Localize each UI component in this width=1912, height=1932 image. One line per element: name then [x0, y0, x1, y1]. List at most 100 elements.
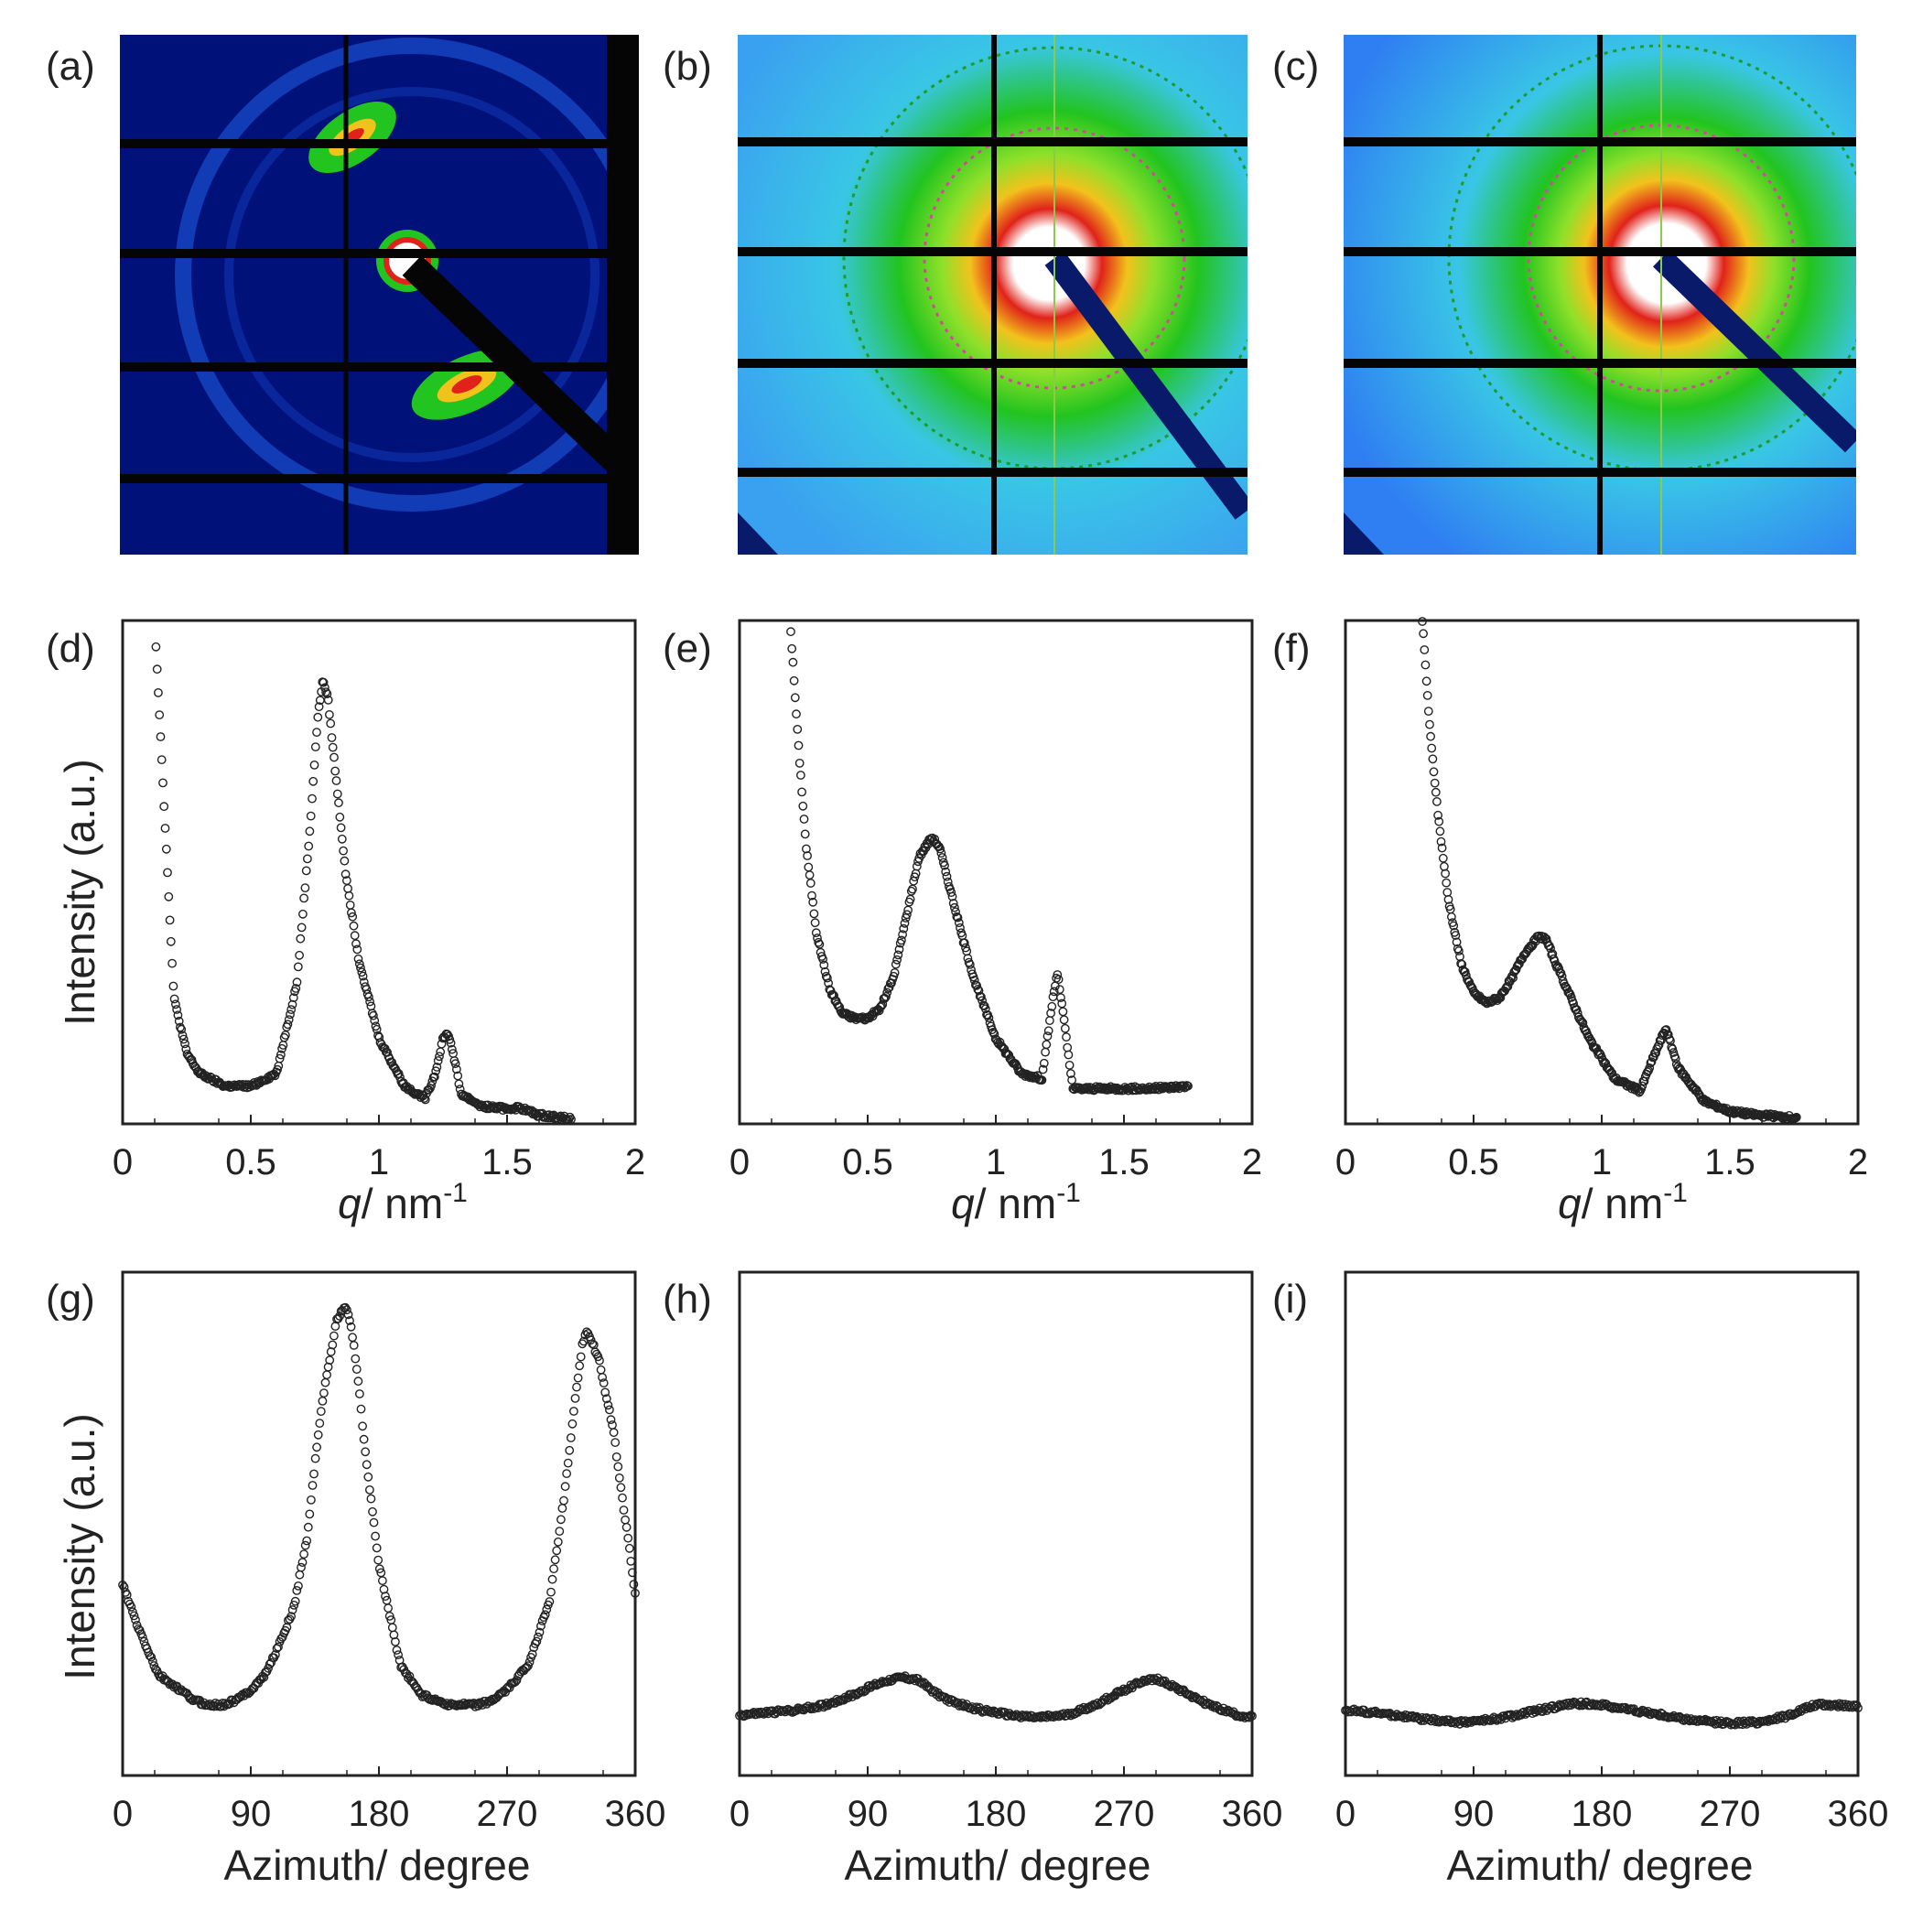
data-point-g: [292, 1586, 302, 1595]
xtick-label-h: 360: [1222, 1794, 1283, 1834]
data-point-g: [361, 1447, 371, 1457]
data-point-g: [341, 1305, 351, 1315]
xtick-label-e: 2: [1242, 1142, 1262, 1182]
data-point-g: [366, 1494, 376, 1504]
data-point-f: [1442, 878, 1452, 888]
data-point-g: [131, 1615, 140, 1624]
data-point-g: [381, 1592, 390, 1602]
data-point-e: [882, 988, 892, 998]
data-point-g: [335, 1311, 344, 1321]
data-point-d: [165, 915, 175, 925]
data-point-i: [1745, 1716, 1755, 1726]
plot-h: 0 90 180 270 360: [729, 1270, 1283, 1834]
data-point-e: [1058, 1007, 1068, 1017]
data-point-g: [346, 1322, 356, 1332]
data-point-d: [178, 1034, 189, 1044]
data-point-g: [160, 1675, 170, 1684]
data-point-g: [596, 1365, 606, 1375]
data-point-e: [1053, 975, 1064, 985]
data-point-f: [1443, 895, 1453, 904]
xlabel-e-unit: / nm: [975, 1180, 1056, 1227]
xtick-label-g: 270: [477, 1794, 538, 1834]
xtick-label-f: 0: [1335, 1142, 1356, 1182]
data-point-e: [1060, 1023, 1070, 1033]
data-point-g: [300, 1540, 310, 1550]
data-point-d: [295, 950, 304, 960]
xtick-label-d: 1.5: [481, 1142, 533, 1182]
data-point-d: [356, 963, 365, 973]
data-point-i: [1510, 1711, 1520, 1722]
data-point-e: [1038, 1064, 1048, 1074]
plot-frame-f: [1344, 619, 1860, 1126]
data-point-g: [624, 1543, 634, 1553]
data-point-e: [956, 923, 965, 933]
data-point-d: [158, 778, 167, 788]
data-point-g: [575, 1361, 585, 1371]
data-point-g: [504, 1683, 514, 1693]
data-point-g: [569, 1407, 578, 1416]
data-point-g: [354, 1389, 364, 1398]
data-point-d: [152, 664, 162, 675]
data-point-e: [893, 950, 903, 960]
data-point-g: [303, 1522, 313, 1532]
data-point-e: [1026, 1071, 1036, 1081]
data-point-d: [166, 936, 176, 946]
data-point-d: [172, 1005, 182, 1014]
data-point-d: [432, 1063, 442, 1072]
data-point-g: [601, 1394, 611, 1404]
data-point-d: [351, 939, 361, 949]
data-point-d: [178, 1031, 188, 1041]
data-point-e: [794, 740, 804, 750]
data-point-f: [1430, 778, 1440, 788]
data-point-g: [616, 1483, 626, 1493]
data-point-d: [567, 1115, 576, 1124]
xlabel-f: q/ nm-1: [1558, 1178, 1688, 1227]
data-point-d: [424, 1085, 434, 1095]
data-point-d: [164, 891, 174, 901]
data-point-f: [1572, 1009, 1583, 1018]
data-point-d: [335, 812, 345, 822]
data-point-f: [1501, 984, 1511, 994]
data-point-e: [805, 879, 816, 888]
data-point-g: [383, 1603, 393, 1614]
data-point-g: [527, 1649, 537, 1659]
data-point-d: [366, 1001, 376, 1011]
data-point-d: [427, 1076, 437, 1086]
data-point-g: [570, 1394, 580, 1403]
data-point-g: [348, 1333, 357, 1343]
data-point-e: [819, 960, 829, 970]
data-point-g: [549, 1564, 558, 1574]
data-point-g: [351, 1365, 362, 1375]
data-point-e: [984, 1013, 994, 1023]
data-point-d: [435, 1052, 444, 1062]
data-point-d: [365, 997, 374, 1007]
data-point-d: [454, 1079, 464, 1089]
data-point-f: [1418, 617, 1427, 626]
data-point-g: [369, 1517, 379, 1527]
data-point-g: [329, 1331, 339, 1341]
data-point-g: [606, 1415, 616, 1425]
data-point-d: [348, 912, 358, 922]
data-point-e: [903, 905, 913, 915]
data-point-e: [948, 899, 958, 908]
data-point-g: [545, 1597, 555, 1606]
data-point-d: [327, 733, 337, 742]
data-point-g: [430, 1694, 440, 1704]
data-point-g: [572, 1382, 581, 1392]
xtick-label-g: 360: [605, 1794, 666, 1834]
data-point-d: [560, 1114, 570, 1124]
plot-g: 0 90 180 270 360: [113, 1270, 666, 1834]
data-point-e: [881, 992, 891, 1001]
data-point-d: [326, 718, 336, 729]
data-point-e: [804, 862, 814, 872]
data-point-g: [593, 1352, 603, 1362]
xtick-label-d: 0: [113, 1142, 133, 1182]
data-point-f: [1554, 964, 1564, 974]
data-point-f: [1577, 1017, 1587, 1027]
data-point-e: [1063, 1042, 1073, 1052]
data-point-e: [897, 935, 906, 945]
data-point-e: [811, 928, 821, 938]
data-point-e: [1064, 1061, 1075, 1070]
data-point-f: [1576, 1015, 1586, 1025]
data-point-f: [1426, 731, 1436, 741]
